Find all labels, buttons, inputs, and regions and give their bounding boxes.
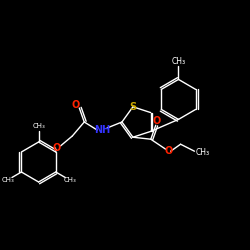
Text: O: O bbox=[71, 100, 80, 110]
Text: NH: NH bbox=[94, 125, 110, 135]
Text: S: S bbox=[129, 102, 136, 112]
Text: O: O bbox=[153, 116, 161, 126]
Text: CH₃: CH₃ bbox=[172, 57, 185, 66]
Text: CH₃: CH₃ bbox=[63, 177, 76, 183]
Text: CH₃: CH₃ bbox=[195, 148, 210, 157]
Text: O: O bbox=[164, 146, 173, 156]
Text: CH₃: CH₃ bbox=[1, 177, 14, 183]
Text: O: O bbox=[52, 143, 60, 153]
Text: CH₃: CH₃ bbox=[32, 123, 45, 129]
